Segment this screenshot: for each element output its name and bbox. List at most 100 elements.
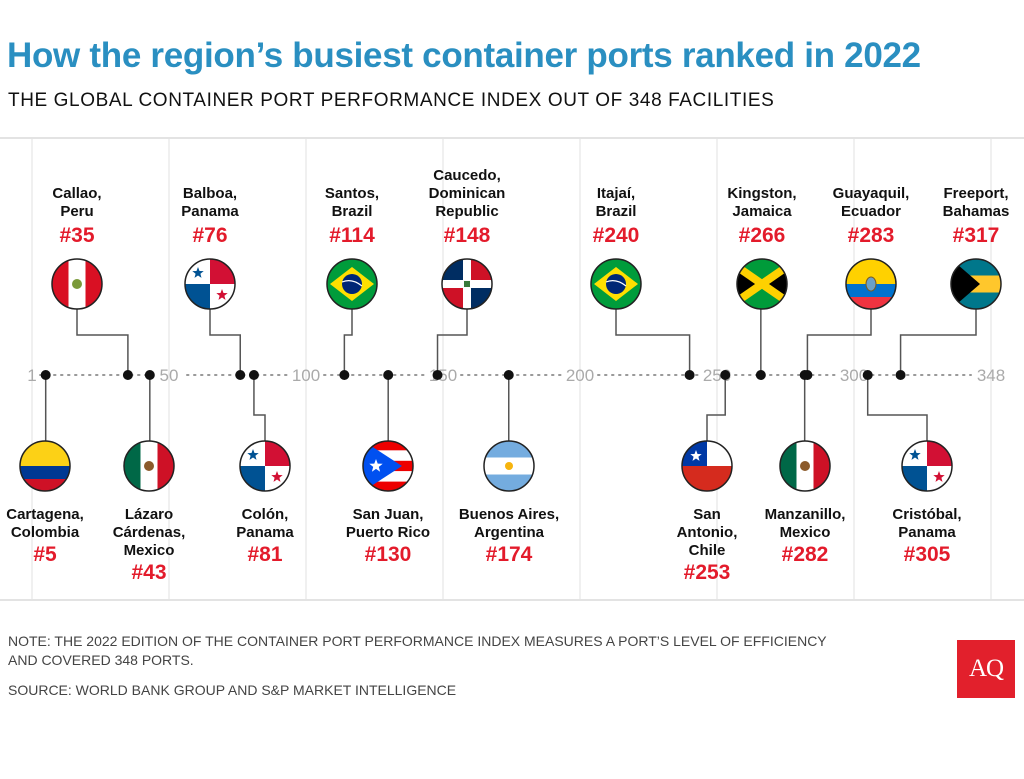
port-marker: Cartagena,Colombia #5 (6, 370, 84, 566)
rank-dot (895, 370, 906, 380)
port-name: Argentina (474, 524, 545, 541)
colombia-flag-icon (19, 440, 71, 492)
port-name: Panama (181, 203, 239, 220)
port-name: Peru (60, 203, 93, 220)
rank-dot (144, 370, 155, 380)
port-name: Balboa, (183, 185, 237, 202)
port-marker: Buenos Aires,Argentina #174 (459, 370, 559, 566)
panama-flag-icon (239, 440, 291, 492)
flag-star (192, 267, 204, 278)
port-name: Cárdenas, (113, 524, 186, 541)
rank-dot (339, 370, 350, 380)
port-name: Manzanillo, (765, 506, 846, 523)
port-name: Puerto Rico (346, 524, 430, 541)
port-rank: #253 (684, 561, 731, 584)
panama-flag-icon (901, 440, 953, 492)
port-marker: Guayaquil,Ecuador #283 (802, 185, 909, 380)
bahamas-flag-icon (950, 258, 1002, 310)
source-note: SOURCE: WORLD BANK GROUP AND S&P MARKET … (8, 682, 457, 698)
rank-dot (720, 370, 731, 380)
connector-line (436, 309, 468, 375)
rank-dot (862, 370, 873, 380)
flag-star (933, 471, 945, 482)
chart-subtitle: THE GLOBAL CONTAINER PORT PERFORMANCE IN… (8, 90, 775, 111)
brazil-flag-icon (326, 258, 378, 310)
port-rank: #114 (329, 224, 375, 247)
rank-dot (755, 370, 766, 380)
port-name: Kingston, (727, 185, 796, 202)
port-marker: Itajaí,Brazil #240 (590, 185, 695, 380)
port-rank: #282 (782, 543, 829, 566)
port-name: Brazil (596, 203, 637, 220)
port-name: San Juan, (353, 506, 424, 523)
brazil-flag-icon (590, 258, 642, 310)
port-rank: #35 (59, 224, 94, 247)
port-marker: Santos,Brazil #114 (325, 185, 379, 380)
port-rank: #305 (904, 543, 951, 566)
ecuador-flag-icon (845, 258, 897, 310)
peru-flag-icon (51, 258, 103, 310)
port-name: Colombia (11, 524, 80, 541)
port-name: Santos, (325, 185, 379, 202)
mexico-flag-icon (779, 440, 831, 492)
flag-star (909, 449, 921, 460)
port-name: Lázaro (125, 506, 173, 523)
port-rank: #283 (848, 224, 895, 247)
argentina-flag-icon (483, 440, 535, 492)
rank-dot (684, 370, 695, 380)
flag-star (369, 459, 383, 472)
port-marker: San Juan,Puerto Rico #130 (346, 370, 430, 566)
port-name: Cartagena, (6, 506, 84, 523)
port-rank: #5 (33, 543, 57, 566)
connector-line (866, 375, 928, 441)
rank-dot (235, 370, 246, 380)
rank-dot (248, 370, 259, 380)
port-marker: Balboa,Panama #76 (181, 185, 246, 380)
port-name: Guayaquil, (833, 185, 910, 202)
flag-star (690, 450, 702, 461)
port-name: Antonio, (677, 524, 738, 541)
aq-logo: AQ (957, 640, 1015, 698)
port-name: Ecuador (841, 203, 901, 220)
port-name: Freeport, (943, 185, 1008, 202)
rank-dot (383, 370, 394, 380)
dominican-republic-flag-icon (441, 258, 493, 310)
port-marker: Colón,Panama #81 (236, 370, 294, 566)
port-marker: Freeport,Bahamas #317 (895, 185, 1010, 380)
flag-star (216, 289, 228, 300)
chile-flag-icon (681, 440, 733, 492)
port-marker: Kingston,Jamaica #266 (727, 185, 797, 380)
port-name: San (693, 506, 721, 523)
port-rank: #174 (486, 543, 533, 566)
rank-dot (432, 370, 443, 380)
port-rank: #240 (593, 224, 640, 247)
port-rank: #130 (365, 543, 412, 566)
port-name: Bahamas (943, 203, 1010, 220)
port-marker: Manzanillo,Mexico #282 (765, 370, 846, 566)
footnote: NOTE: THE 2022 EDITION OF THE CONTAINER … (8, 633, 827, 668)
axis-tick-label: 1 (27, 366, 36, 385)
port-name: Panama (236, 524, 294, 541)
chart-title: How the region’s busiest container ports… (7, 36, 921, 75)
port-rank: #317 (953, 224, 1000, 247)
rank-dot (40, 370, 51, 380)
port-marker: Callao,Peru #35 (51, 185, 133, 380)
port-name: Cristóbal, (892, 506, 961, 523)
port-rank: #43 (131, 561, 166, 584)
connector-line (343, 309, 353, 375)
port-name: Chile (689, 542, 726, 559)
axis-tick-label: 50 (160, 366, 179, 385)
connector-line (253, 375, 266, 441)
flag-star (271, 471, 283, 482)
port-rank: #266 (739, 224, 786, 247)
port-name: Colón, (242, 506, 289, 523)
axis-tick-label: 348 (977, 366, 1005, 385)
connector-line (806, 309, 872, 375)
panama-flag-icon (184, 258, 236, 310)
port-rank: #81 (247, 543, 282, 566)
port-name: Itajaí, (597, 185, 635, 202)
axis-tick-label: 200 (566, 366, 594, 385)
